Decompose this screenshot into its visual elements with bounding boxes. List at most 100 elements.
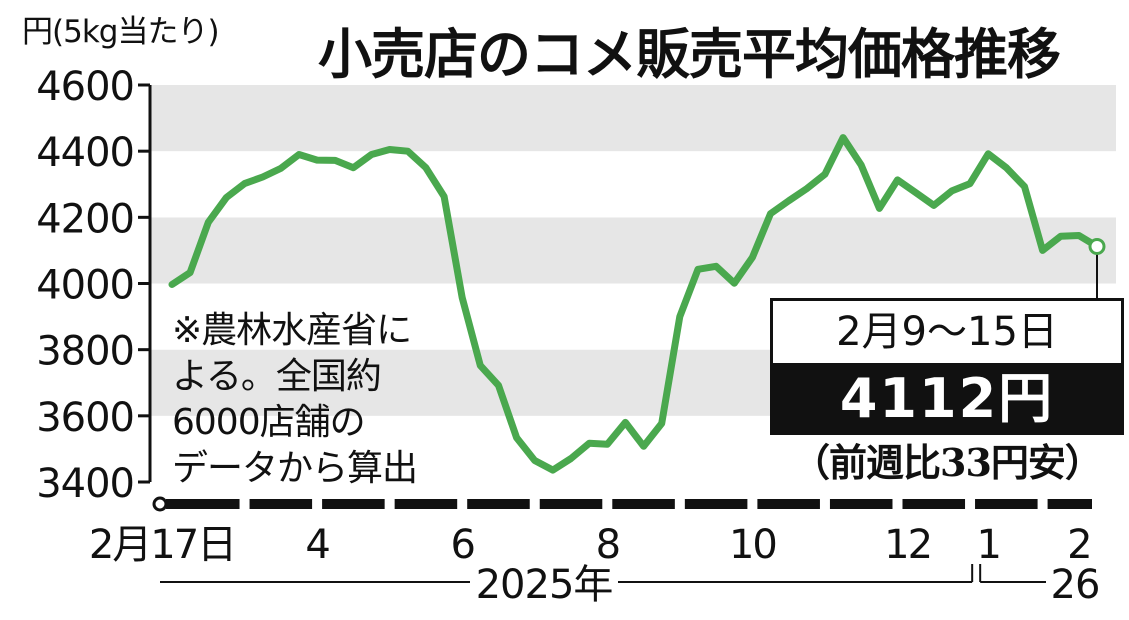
year-label-2026: 26 <box>1051 562 1100 608</box>
data-point <box>261 175 265 179</box>
data-point <box>424 166 428 170</box>
data-point <box>696 267 700 271</box>
latest-value-callout: 2月9～15日 4112円 <box>770 298 1124 435</box>
data-point <box>841 136 845 140</box>
x-axis-segment <box>975 499 1038 509</box>
data-point <box>478 364 482 368</box>
data-point <box>170 282 174 286</box>
x-axis-segment <box>757 499 820 509</box>
data-point <box>1041 248 1045 252</box>
data-point <box>678 315 682 319</box>
data-point <box>551 468 555 472</box>
data-point <box>1077 234 1081 238</box>
data-point <box>732 281 736 285</box>
x-axis-segment <box>467 499 530 509</box>
x-tick-label: 8 <box>596 522 619 568</box>
year-axis: 2025年 26 <box>160 562 1100 608</box>
x-axis-segment <box>1047 499 1092 509</box>
x-axis-segment <box>829 499 893 509</box>
data-point <box>877 206 881 210</box>
data-point <box>605 442 609 446</box>
data-point <box>750 255 754 259</box>
data-point <box>297 152 301 156</box>
data-point <box>569 457 573 461</box>
x-axis-segment <box>612 499 675 509</box>
data-point <box>660 421 664 425</box>
data-point <box>805 187 809 191</box>
x-tick-label: 2 <box>1067 522 1090 568</box>
y-tick-label: 4400 <box>36 130 134 176</box>
x-tick-label: 6 <box>450 522 473 568</box>
year-label-2025: 2025年 <box>476 562 613 608</box>
data-point <box>533 458 537 462</box>
latest-point-marker <box>1088 237 1106 255</box>
data-point <box>787 199 791 203</box>
data-point <box>859 163 863 167</box>
x-tick-label: 1 <box>976 522 999 568</box>
data-point <box>823 172 827 176</box>
data-point <box>188 271 192 275</box>
grid-band <box>150 217 1116 284</box>
source-note-line: ※農林水産省に <box>172 310 412 351</box>
data-point <box>351 166 355 170</box>
data-point <box>623 420 627 424</box>
data-point <box>279 166 283 170</box>
data-point <box>986 152 990 156</box>
x-tick-label: 4 <box>305 522 329 568</box>
y-tick-label: 3400 <box>36 461 134 507</box>
series-layer <box>168 134 1106 474</box>
data-point <box>515 436 519 440</box>
data-point <box>587 441 591 445</box>
source-note: ※農林水産省に よる。全国約 6000店舗の データから算出 <box>172 308 472 492</box>
data-point <box>243 182 247 186</box>
data-point <box>932 203 936 207</box>
data-point <box>1022 185 1026 189</box>
data-point <box>315 158 319 162</box>
chart-title: 小売店のコメ販売平均価格推移 <box>318 23 1061 86</box>
data-point <box>914 191 918 195</box>
y-tick-label: 3600 <box>36 395 134 441</box>
data-point <box>333 158 337 162</box>
data-point <box>950 189 954 193</box>
source-note-line: よる。全国約 <box>172 356 382 397</box>
x-tick-label: 2月17日 <box>89 522 235 568</box>
callout-period: 2月9～15日 <box>773 301 1121 366</box>
data-point <box>895 178 899 182</box>
grid-band <box>150 151 1116 218</box>
data-point <box>206 220 210 224</box>
data-point <box>370 152 374 156</box>
data-point <box>769 212 773 216</box>
data-point <box>406 149 410 153</box>
x-axis-segment <box>166 499 240 509</box>
data-point <box>442 194 446 198</box>
data-point <box>642 444 646 448</box>
x-axis: 2月17日 4 6 8 10 12 1 2 <box>89 496 1093 568</box>
x-axis-segment <box>249 499 313 509</box>
x-axis-segment <box>394 499 458 509</box>
x-tick-label: 12 <box>884 522 931 568</box>
data-point <box>714 264 718 268</box>
series-line <box>168 134 1101 474</box>
data-point <box>224 195 228 199</box>
source-note-line: 6000店舗の <box>172 402 366 443</box>
x-axis-segment <box>902 499 966 509</box>
x-tick-label: 10 <box>729 522 776 568</box>
x-axis-segment <box>684 499 748 509</box>
callout-price: 4112円 <box>773 366 1121 432</box>
y-tick-label: 3800 <box>36 329 134 375</box>
x-axis-segment <box>322 499 385 509</box>
y-axis: 3400 3600 3800 4000 4200 4400 4600 <box>36 64 152 507</box>
data-point <box>1059 234 1063 238</box>
grid-band <box>150 85 1116 152</box>
x-axis-segment <box>539 499 603 509</box>
y-tick-label: 4200 <box>36 196 134 242</box>
y-axis-unit-label: 円(5kg当たり) <box>22 14 220 50</box>
x-axis-start-marker <box>152 496 168 512</box>
source-note-line: データから算出 <box>172 448 418 489</box>
data-point <box>388 148 392 152</box>
callout-change: （前週比33円安） <box>792 440 1103 485</box>
data-point <box>968 182 972 186</box>
data-point <box>460 296 464 300</box>
y-tick-label: 4600 <box>36 64 134 110</box>
y-tick-label: 4000 <box>36 263 134 309</box>
